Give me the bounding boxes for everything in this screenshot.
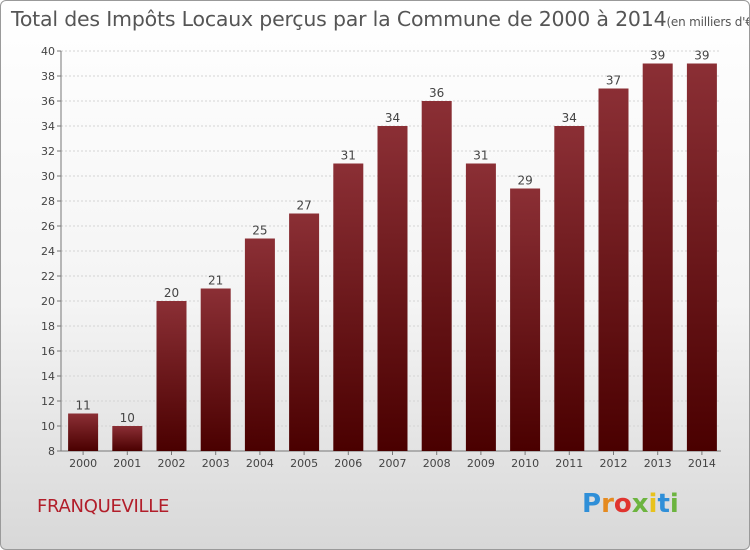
x-tick-labels: 2000 2001 2002 2003 2004 2005 2006 2007 2008 2009… [69,457,716,470]
data-label: 36 [429,86,444,100]
bar [465,163,496,451]
y-tick-label: 40 [41,45,55,58]
data-label: 27 [296,199,311,213]
y-tick-label: 16 [41,345,55,358]
logo-letter: t [657,489,670,519]
bar [112,426,143,451]
x-tick-label: 2003 [202,457,230,470]
y-tick-labels: 8 10 12 14 16 18 20 22 24 26 28 30 32 34 36 38 40 [41,45,55,458]
x-tick-label: 2010 [511,457,539,470]
x-tick-label: 2001 [113,457,141,470]
logo-letter: o [613,489,632,519]
y-tick-label: 24 [41,245,55,258]
y-tick-label: 32 [41,145,55,158]
title-main: Total des Impôts Locaux perçus par la Co… [11,7,667,31]
bar [156,301,187,451]
logo-letter: i [648,489,658,519]
data-label: 29 [517,174,532,188]
logo-letter: r [601,489,614,519]
bar [377,126,408,451]
y-tick-label: 10 [41,420,55,433]
bar [68,413,99,451]
data-label: 10 [120,411,135,425]
y-tick-label: 38 [41,70,55,83]
x-tick-label: 2007 [379,457,407,470]
data-label: 21 [208,274,223,288]
data-label: 11 [75,399,90,413]
x-tick-label: 2014 [688,457,716,470]
data-label: 34 [562,111,577,125]
bar [554,126,585,451]
data-label: 31 [341,149,356,163]
y-tick-label: 28 [41,195,55,208]
data-label: 39 [650,49,665,63]
title-unit: (en milliers d'€) [666,15,750,29]
bar [421,101,452,451]
y-tick-label: 8 [48,445,55,458]
commune-name: FRANQUEVILLE [37,496,170,517]
x-tick-label: 2013 [644,457,672,470]
data-label: 25 [252,224,267,238]
bar [333,163,364,451]
x-tick-label: 2011 [555,457,583,470]
bar [289,213,320,451]
bars [68,63,717,451]
chart-title: Total des Impôts Locaux perçus par la Co… [11,7,750,31]
bar [686,63,717,451]
data-label: 37 [606,74,621,88]
logo-letter: P [582,489,602,519]
x-tick-label: 2005 [290,457,318,470]
y-tick-label: 18 [41,320,55,333]
x-tick-label: 2000 [69,457,97,470]
bar [200,288,231,451]
data-label: 20 [164,286,179,300]
x-tick-label: 2009 [467,457,495,470]
logo-letter: x [631,489,649,519]
x-tick-label: 2008 [423,457,451,470]
bar [244,238,275,451]
bar [642,63,673,451]
y-tick-label: 20 [41,295,55,308]
data-label: 39 [694,49,709,63]
bar [510,188,541,451]
x-tick-label: 2012 [600,457,628,470]
proxiti-logo: Proxiti [582,489,679,519]
y-tick-label: 22 [41,270,55,283]
y-tick-label: 30 [41,170,55,183]
data-label: 34 [385,111,400,125]
y-tick-label: 26 [41,220,55,233]
x-tick-label: 2002 [158,457,186,470]
x-tick-label: 2004 [246,457,274,470]
y-tick-label: 12 [41,395,55,408]
logo-letter: i [669,489,679,519]
y-tick-label: 36 [41,95,55,108]
data-label: 31 [473,149,488,163]
data-labels: 11 10 20 21 25 27 31 34 36 31 29 34 37 39 39 [75,49,709,426]
x-tick-label: 2006 [334,457,362,470]
y-tick-label: 34 [41,120,55,133]
y-tick-label: 14 [41,370,55,383]
bar [598,88,629,451]
